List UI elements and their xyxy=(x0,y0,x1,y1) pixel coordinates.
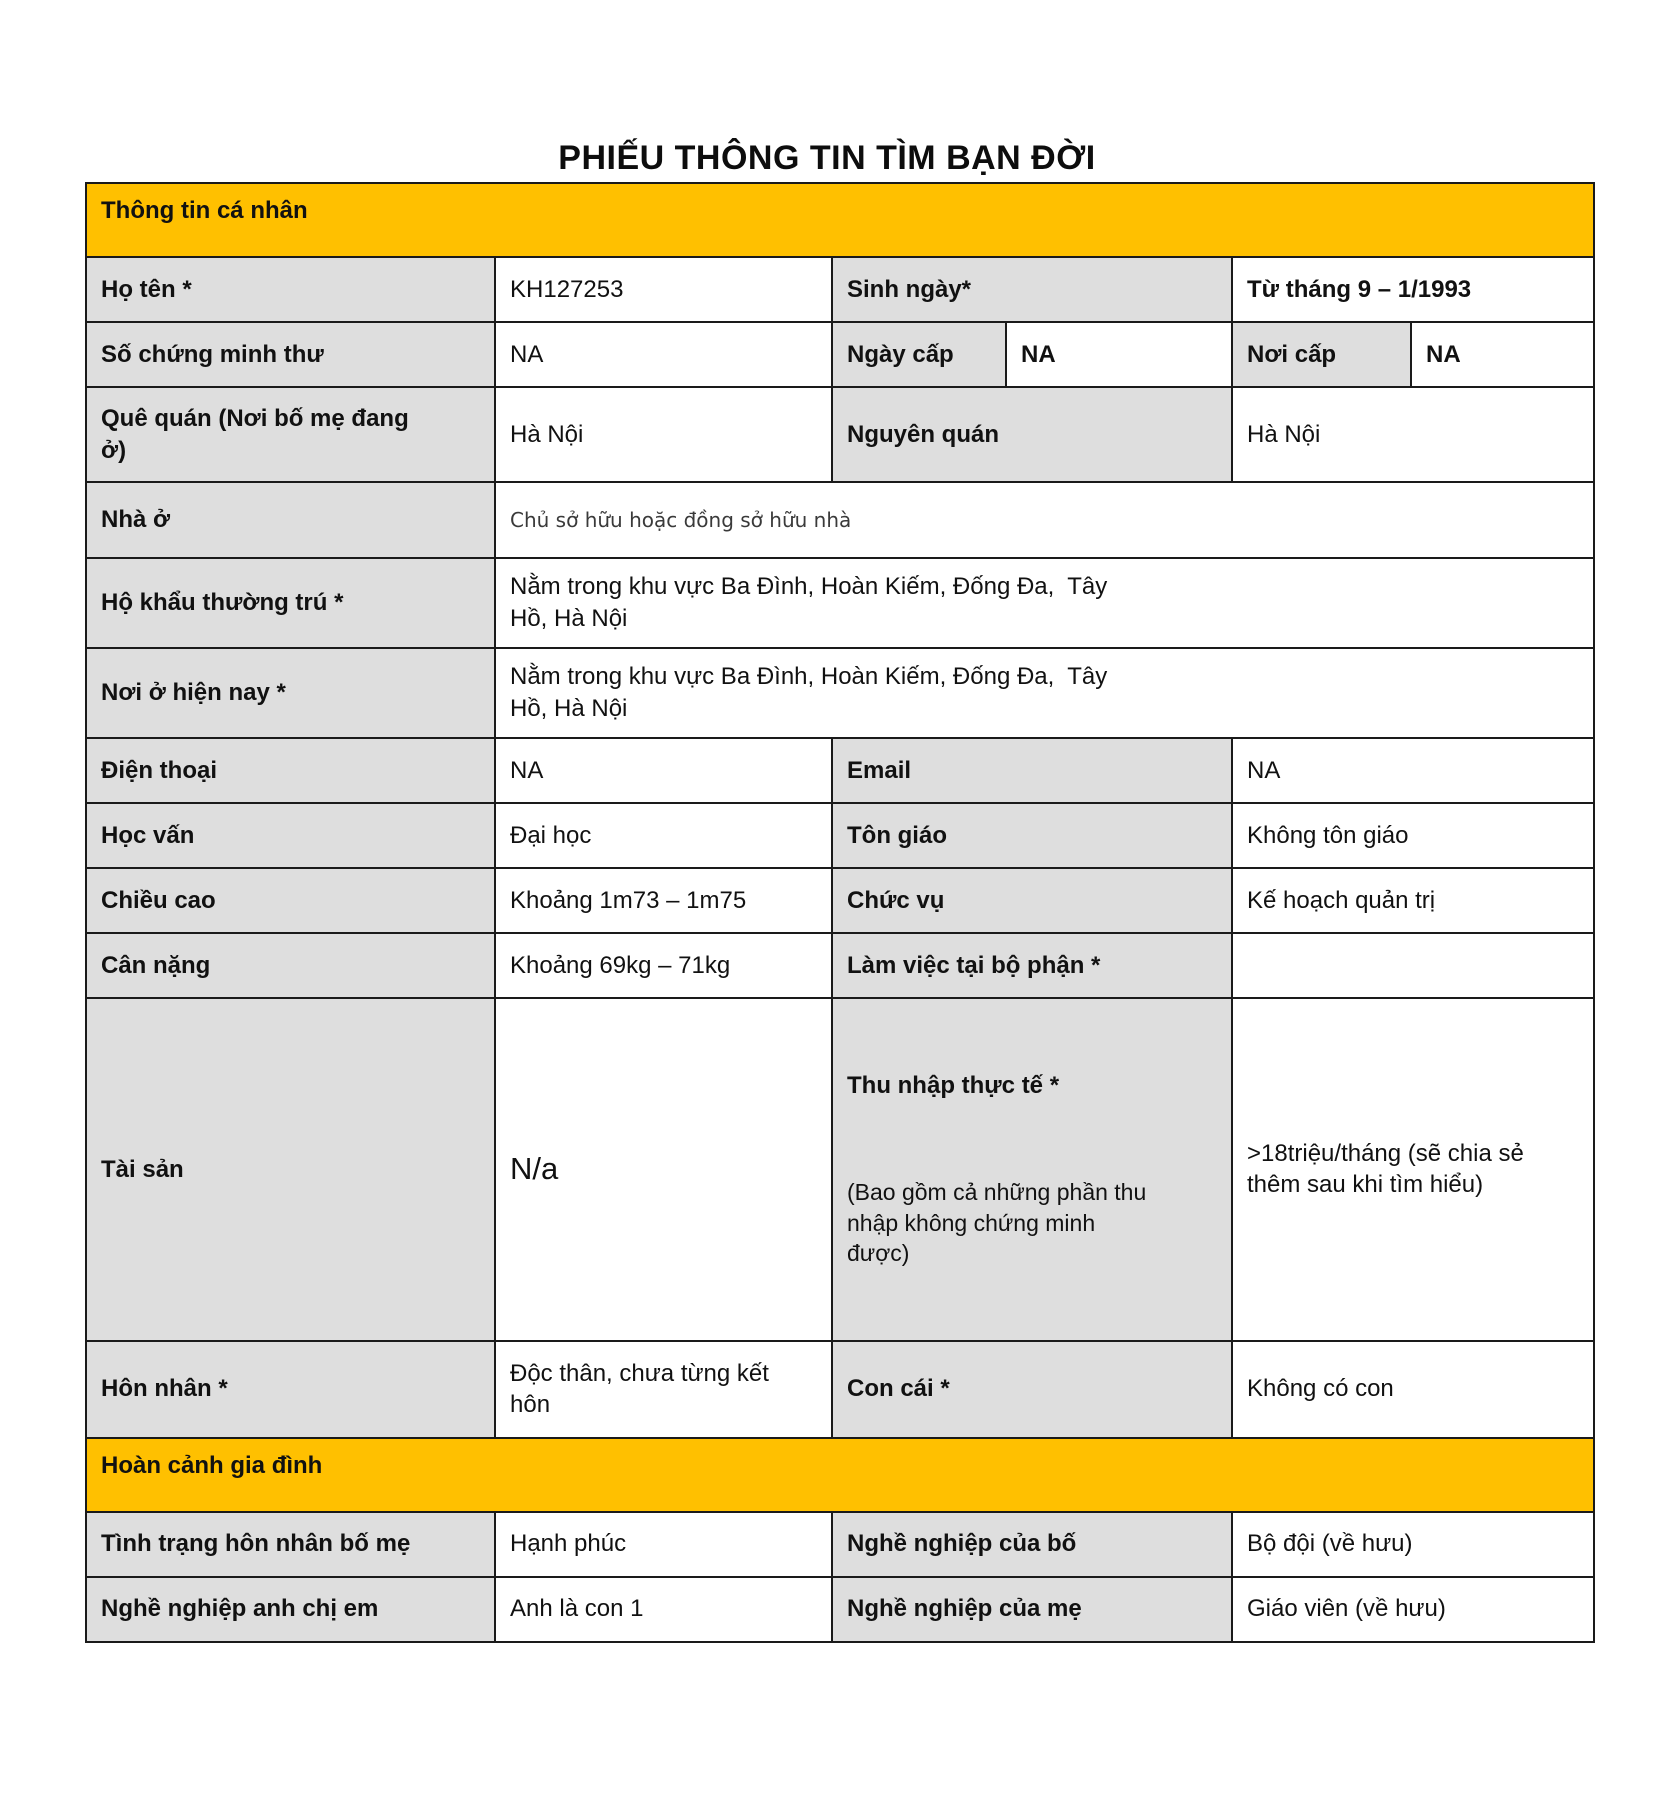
noi-cap-label: Nơi cấp xyxy=(1231,321,1412,388)
sinh-ngay-label: Sinh ngày* xyxy=(831,256,1233,323)
dien-thoai-value: NA xyxy=(494,737,833,804)
ton-giao-value: Không tôn giáo xyxy=(1230,802,1596,869)
hoc-van-value: Đại học xyxy=(494,802,833,869)
page-title: PHIẾU THÔNG TIN TÌM BẠN ĐỜI xyxy=(558,139,1096,177)
row-hon-nhan: Hôn nhân * Độc thân, chưa từng kết hôn C… xyxy=(85,1339,1596,1439)
row-tinh-trang-hon-nhan-bo-me: Tình trạng hôn nhân bố mẹ Hạnh phúc Nghề… xyxy=(85,1510,1596,1578)
lam-viec-value xyxy=(1230,932,1596,999)
can-nang-value: Khoảng 69kg – 71kg xyxy=(494,932,833,999)
row-hoc-van: Học vấn Đại học Tôn giáo Không tôn giáo xyxy=(85,802,1596,869)
row-tai-san: Tài sản N/a Thu nhập thực tế * (Bao gồm … xyxy=(85,997,1596,1342)
ton-giao-label: Tôn giáo xyxy=(831,802,1233,869)
so-cmt-label: Số chứng minh thư xyxy=(85,321,496,388)
section-row-family: Hoàn cảnh gia đình xyxy=(84,1436,1596,1513)
nha-o-value: Chủ sở hữu hoặc đồng sở hữu nhà xyxy=(493,481,1596,559)
can-nang-label: Cân nặng xyxy=(85,932,496,999)
row-nha-o: Nhà ở Chủ sở hữu hoặc đồng sở hữu nhà xyxy=(85,481,1596,559)
chuc-vu-value: Kế hoạch quản trị xyxy=(1230,867,1596,934)
nguyen-quan-value: Hà Nội xyxy=(1230,386,1596,483)
email-label: Email xyxy=(831,737,1233,804)
row-can-nang: Cân nặng Khoảng 69kg – 71kg Làm việc tại… xyxy=(85,932,1596,999)
noi-o-value: Nằm trong khu vực Ba Đình, Hoàn Kiếm, Đố… xyxy=(493,647,1596,739)
chieu-cao-value: Khoảng 1m73 – 1m75 xyxy=(494,867,833,934)
thu-nhap-label-cell: Thu nhập thực tế * (Bao gồm cả những phầ… xyxy=(831,997,1233,1342)
thu-nhap-label-note: (Bao gồm cả những phần thu nhập không ch… xyxy=(847,1179,1147,1267)
section-header-personal: Thông tin cá nhân xyxy=(84,182,1596,258)
so-cmt-value: NA xyxy=(494,321,833,388)
email-value: NA xyxy=(1230,737,1596,804)
section-row-personal: Thông tin cá nhân xyxy=(84,182,1596,258)
row-nghe-nghiep-anh-chi-em: Nghề nghiệp anh chị em Anh là con 1 Nghề… xyxy=(85,1575,1596,1643)
row-so-chung-minh-thu: Số chứng minh thư NA Ngày cấp NA Nơi cấp… xyxy=(85,321,1596,388)
row-ho-khau-thuong-tru: Hộ khẩu thường trú * Nằm trong khu vực B… xyxy=(85,557,1596,649)
nghe-me-label: Nghề nghiệp của mẹ xyxy=(831,1575,1233,1643)
ho-ten-value: KH127253 xyxy=(494,256,833,323)
que-quan-label: Quê quán (Nơi bố mẹ đang ở) xyxy=(85,386,496,483)
nha-o-label: Nhà ở xyxy=(85,481,496,559)
chieu-cao-label: Chiều cao xyxy=(85,867,496,934)
chuc-vu-label: Chức vụ xyxy=(831,867,1233,934)
noi-cap-value: NA xyxy=(1409,321,1596,388)
sinh-ngay-value: Từ tháng 9 – 1/1993 xyxy=(1230,256,1596,323)
nghe-me-value: Giáo viên (về hưu) xyxy=(1230,1575,1596,1643)
tinh-trang-value: Hạnh phúc xyxy=(494,1510,833,1578)
nghe-bo-label: Nghề nghiệp của bố xyxy=(831,1510,1233,1578)
row-noi-o-hien-nay: Nơi ở hiện nay * Nằm trong khu vực Ba Đì… xyxy=(85,647,1596,739)
row-que-quan: Quê quán (Nơi bố mẹ đang ở) Hà Nội Nguyê… xyxy=(85,386,1596,483)
tai-san-value: N/a xyxy=(494,997,833,1342)
row-ho-ten: Họ tên * KH127253 Sinh ngày* Từ tháng 9 … xyxy=(85,256,1596,323)
con-cai-label: Con cái * xyxy=(831,1339,1233,1439)
info-table: Thông tin cá nhân Họ tên * KH127253 Sinh… xyxy=(84,182,1596,1643)
section-header-family: Hoàn cảnh gia đình xyxy=(84,1436,1596,1513)
hon-nhan-label: Hôn nhân * xyxy=(85,1339,496,1439)
thu-nhap-label: Thu nhập thực tế * xyxy=(847,1072,1060,1100)
tai-san-label: Tài sản xyxy=(85,997,496,1342)
tinh-trang-label: Tình trạng hôn nhân bố mẹ xyxy=(85,1510,496,1578)
thu-nhap-value: >18triệu/tháng (sẽ chia sẻ thêm sau khi … xyxy=(1230,997,1596,1342)
row-chieu-cao: Chiều cao Khoảng 1m73 – 1m75 Chức vụ Kế … xyxy=(85,867,1596,934)
dien-thoai-label: Điện thoại xyxy=(85,737,496,804)
hoc-van-label: Học vấn xyxy=(85,802,496,869)
noi-o-label: Nơi ở hiện nay * xyxy=(85,647,496,739)
con-cai-value: Không có con xyxy=(1230,1339,1596,1439)
ho-khau-value: Nằm trong khu vực Ba Đình, Hoàn Kiếm, Đố… xyxy=(493,557,1596,649)
row-dien-thoai: Điện thoại NA Email NA xyxy=(85,737,1596,804)
nghe-anh-chi-em-label: Nghề nghiệp anh chị em xyxy=(85,1575,496,1643)
ho-ten-label: Họ tên * xyxy=(85,256,496,323)
ho-khau-label: Hộ khẩu thường trú * xyxy=(85,557,496,649)
hon-nhan-value: Độc thân, chưa từng kết hôn xyxy=(494,1339,833,1439)
ngay-cap-label: Ngày cấp xyxy=(831,321,1007,388)
lam-viec-label: Làm việc tại bộ phận * xyxy=(831,932,1233,999)
nghe-anh-chi-em-value: Anh là con 1 xyxy=(494,1575,833,1643)
ngay-cap-value: NA xyxy=(1005,321,1233,388)
nguyen-quan-label: Nguyên quán xyxy=(831,386,1233,483)
nghe-bo-value: Bộ đội (về hưu) xyxy=(1230,1510,1596,1578)
que-quan-value: Hà Nội xyxy=(494,386,833,483)
